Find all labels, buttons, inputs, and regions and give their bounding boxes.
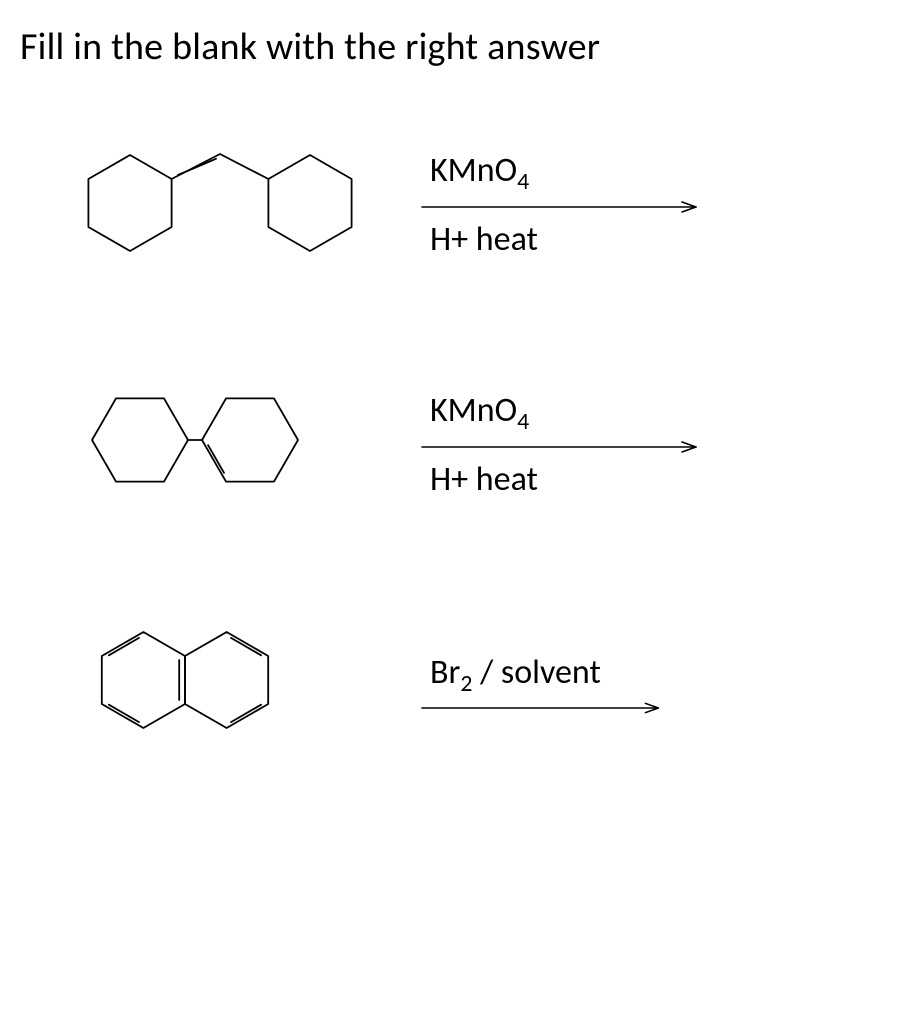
molecule-cyclohexylidene-cyclohexane [60,370,330,520]
conditions-label: H+ heat [430,459,538,500]
reaction-arrow-icon [420,197,710,217]
reaction-arrow-icon [420,437,710,457]
page-title: Fill in the blank with the right answer [20,24,881,70]
reagent-label: Br2 / solvent [430,652,601,698]
reaction-3-arrow-block: Br2 / solvent [420,652,690,718]
reaction-2-arrow-block: KMnO4 H+ heat [420,390,710,501]
conditions-label: H+ heat [430,219,538,260]
reaction-1: KMnO4 H+ heat [60,130,881,280]
reaction-3: Br2 / solvent [60,610,881,760]
reagent-label: KMnO4 [430,390,529,436]
molecule-dicyclohexyl-ethene [60,130,380,280]
reaction-1-arrow-block: KMnO4 H+ heat [420,150,710,261]
reagent-label: KMnO4 [430,150,529,196]
reaction-arrow-icon [420,698,690,718]
molecule-naphthalene [60,610,310,760]
reaction-2: KMnO4 H+ heat [60,370,881,520]
